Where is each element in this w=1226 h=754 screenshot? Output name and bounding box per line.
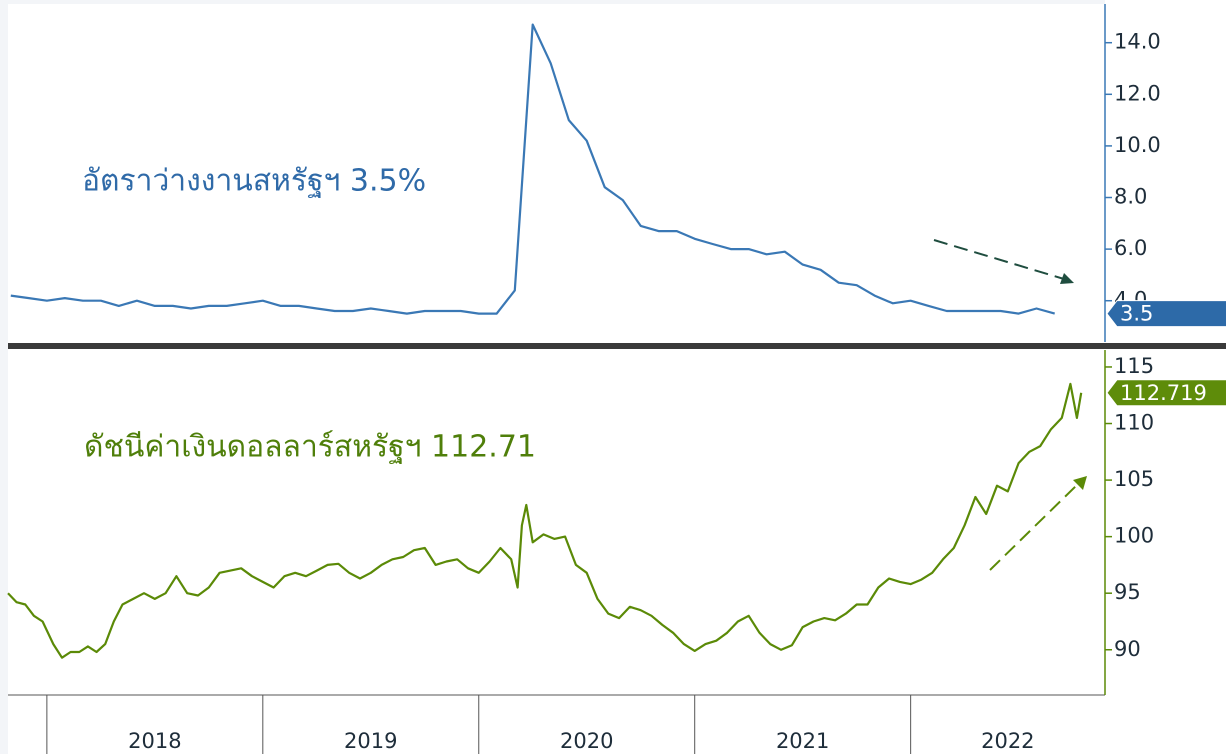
- trend-arrow: [933, 239, 1065, 280]
- annotation: ดัชนีค่าเงินดอลลาร์สหรัฐฯ 112.71: [84, 430, 536, 465]
- y-tick-label: 10.0: [1114, 133, 1161, 157]
- plot-background: [8, 4, 1105, 695]
- arrow-head: [1060, 273, 1074, 284]
- y-tick-label: 12.0: [1114, 81, 1161, 105]
- panel-separator: [8, 343, 1226, 349]
- x-tick-label: 2018: [128, 729, 181, 753]
- y-tick-label: 90: [1114, 637, 1141, 661]
- data-line: [7, 382, 1083, 659]
- last-value-tag: [1106, 300, 1226, 328]
- x-tick-label: 2021: [776, 729, 829, 753]
- y-tick-label: 115: [1114, 354, 1154, 378]
- last-value-label: 112.719: [1120, 381, 1207, 405]
- x-tick-label: 2020: [560, 729, 613, 753]
- y-tick-label: 8.0: [1114, 185, 1147, 209]
- arrow-head: [1073, 476, 1087, 490]
- y-tick-label: 110: [1114, 411, 1154, 435]
- annotation: อัตราว่างงานสหรัฐฯ 3.5%: [82, 164, 426, 199]
- y-tick-label: 6.0: [1114, 236, 1147, 260]
- x-tick-label: 2022: [981, 729, 1034, 753]
- last-value-label: 3.5: [1120, 302, 1153, 326]
- x-tick-label: 2019: [344, 729, 397, 753]
- last-value-tag: [1106, 379, 1226, 407]
- data-line: [10, 23, 1055, 315]
- y-tick-label: 14.0: [1114, 30, 1161, 54]
- y-tick-label: 95: [1114, 580, 1141, 604]
- axis-background: [8, 695, 1105, 754]
- y-tick-label: 100: [1114, 524, 1154, 548]
- y-tick-label: 105: [1114, 467, 1154, 491]
- axis-background: [1105, 0, 1226, 754]
